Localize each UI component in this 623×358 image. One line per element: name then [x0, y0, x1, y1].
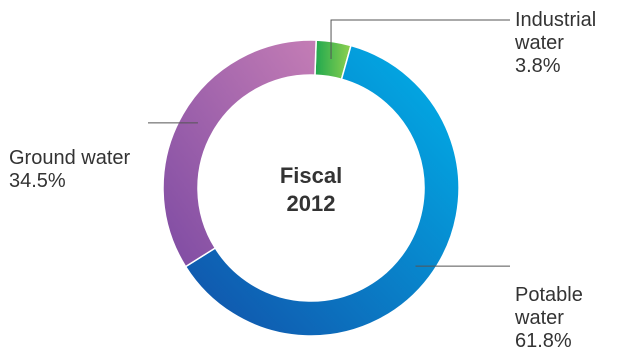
donut-slices	[162, 39, 460, 337]
ground-water-label: Ground water 34.5%	[9, 147, 130, 193]
center-label-line-1: Fiscal	[279, 163, 343, 188]
industrial-water-label: Industrial water 3.8%	[515, 9, 596, 78]
potable-water-slice	[184, 44, 460, 337]
ground-water-slice	[162, 39, 317, 268]
center-label: Fiscal 2012	[236, 162, 386, 218]
industrial-water-value: 3.8%	[515, 55, 561, 77]
potable-water-label-line-1: Potable	[515, 284, 583, 306]
leader-lines	[148, 19, 510, 267]
industrial-water-label-line-1: Industrial	[515, 9, 597, 31]
industrial-water-label-line-2: water	[515, 32, 564, 54]
ground-water-value: 34.5%	[9, 170, 66, 192]
ground-water-label-line-1: Ground water	[9, 147, 131, 169]
center-label-line-2: 2012	[286, 191, 336, 216]
potable-water-label: Potable water 61.8%	[515, 284, 583, 353]
industrial-water-leader-line	[330, 19, 510, 60]
potable-water-label-line-2: water	[515, 307, 564, 329]
potable-water-value: 61.8%	[515, 330, 572, 352]
